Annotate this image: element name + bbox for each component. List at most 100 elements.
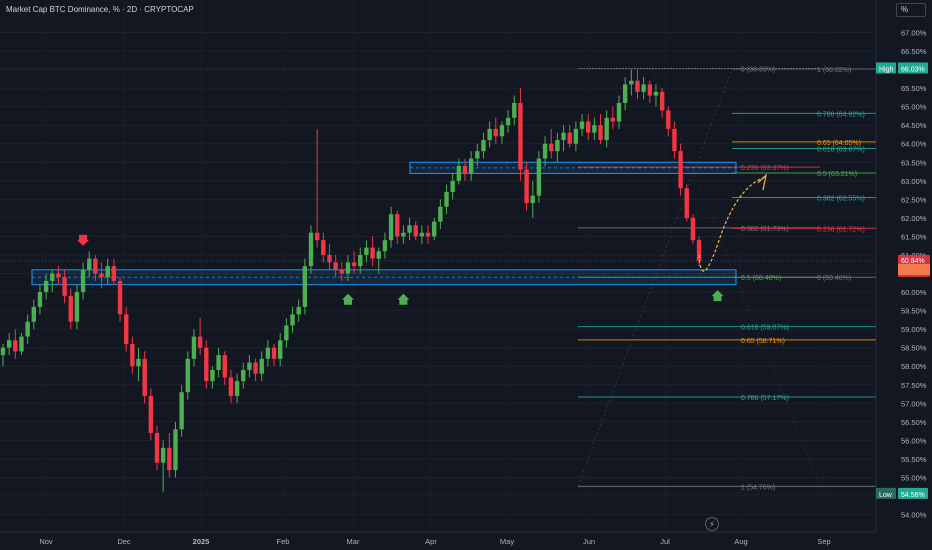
candle-body — [388, 214, 394, 241]
candle-body — [573, 128, 579, 144]
x-tick-label: Nov — [39, 537, 53, 546]
y-tick-label: 54.00% — [901, 511, 927, 520]
candle-body — [296, 306, 301, 315]
candle-body — [185, 358, 190, 393]
candle-body — [407, 225, 412, 233]
candle-body — [327, 254, 332, 263]
candle-body — [432, 221, 437, 237]
candles — [0, 69, 702, 493]
support-zone — [31, 269, 737, 286]
unit-toggle-button[interactable]: % — [896, 3, 926, 17]
candle-body — [308, 232, 314, 267]
candle-body — [536, 158, 542, 196]
down-arrow-marker — [77, 234, 90, 246]
candle-body — [462, 165, 468, 174]
candle-body — [50, 273, 55, 281]
candle-body — [475, 151, 480, 159]
candle-body — [105, 266, 110, 278]
candle-body — [610, 117, 616, 122]
candle-body — [659, 91, 665, 111]
y-tick-label: 60.00% — [901, 288, 927, 297]
candle-body — [672, 128, 677, 152]
candle-body — [253, 362, 258, 374]
candle-body — [622, 84, 628, 103]
grid — [0, 31, 876, 516]
fib-diagonal — [577, 68, 733, 487]
high-badge-label: High — [879, 66, 894, 73]
y-tick-label: 56.00% — [901, 436, 927, 445]
last-price-label: 60.84% — [901, 258, 925, 265]
candle-body — [142, 358, 147, 396]
candle-body — [450, 180, 455, 192]
candle-body — [271, 347, 277, 359]
low-badge — [876, 487, 896, 499]
candle-body — [68, 295, 73, 322]
candle-body — [598, 125, 603, 141]
y-tick-label: 66.50% — [901, 47, 927, 56]
candle-body — [666, 110, 671, 129]
fib-label: 0 (60.40%) — [817, 275, 851, 282]
candle-body — [382, 240, 388, 252]
candle-body — [586, 121, 591, 133]
candle-body — [351, 262, 357, 267]
candle-body — [284, 325, 289, 341]
candle-body — [222, 355, 227, 378]
candle-body — [647, 84, 652, 96]
candle-body — [524, 169, 529, 204]
candle-body — [56, 273, 61, 278]
y-tick-label: 58.50% — [901, 344, 927, 353]
candle-body — [6, 340, 12, 348]
y-tick-label: 59.00% — [901, 325, 927, 334]
candle-body — [468, 158, 474, 174]
x-tick-label: Jul — [660, 537, 670, 546]
candle-body — [653, 91, 659, 96]
lightning-icon[interactable]: ⚡ — [705, 517, 719, 531]
fib-label: 1 (54.76%) — [741, 484, 775, 491]
fib-label: 0.786 (64.82%) — [817, 111, 865, 118]
candle-body — [487, 128, 492, 141]
candle-body — [25, 321, 30, 337]
candle-body — [234, 381, 240, 396]
candle-body — [401, 232, 406, 237]
candle-body — [395, 214, 400, 237]
fib-label: 0.5 (60.40%) — [741, 275, 781, 282]
x-tick-label: Sep — [817, 537, 830, 546]
candle-body — [555, 140, 560, 152]
candle-body — [0, 347, 6, 356]
x-tick-label: Aug — [734, 537, 747, 546]
up-arrow-marker — [711, 290, 724, 302]
up-arrow-marker — [397, 293, 410, 305]
candle-body — [191, 336, 197, 359]
candle-body — [333, 262, 338, 270]
candle-body — [160, 447, 166, 463]
fib-label: 0.382 (61.73%) — [741, 226, 789, 233]
candle-body — [567, 132, 572, 144]
y-tick-label: 58.00% — [901, 362, 927, 371]
candle-body — [93, 258, 98, 274]
x-tick-label: Apr — [425, 537, 437, 546]
candle-body — [99, 273, 104, 278]
candle-body — [228, 377, 234, 396]
candle-body — [62, 277, 67, 296]
candle-body — [604, 117, 609, 141]
candle-body — [518, 102, 523, 170]
candle-body — [542, 143, 548, 159]
candle-body — [339, 269, 344, 274]
candle-body — [561, 132, 566, 141]
fib-label: 1 (66.02%) — [817, 67, 851, 74]
low-badge-label: Low — [879, 492, 893, 499]
candle-body — [444, 191, 449, 207]
candle-body — [530, 195, 535, 204]
low-value-badge — [898, 487, 928, 499]
fib-label: 0.65 (58.71%) — [741, 338, 785, 345]
up-arrow-marker — [341, 293, 354, 305]
candle-body — [278, 340, 283, 359]
y-tick-label: 61.50% — [901, 232, 927, 241]
x-tick-label: May — [500, 537, 514, 546]
fib-label: 0.236 (63.37%) — [741, 165, 789, 172]
candle-body — [641, 84, 646, 92]
candle-body — [173, 429, 178, 471]
y-tick-label: 65.50% — [901, 84, 927, 93]
fib-label: 0.618 (63.87%) — [817, 147, 865, 154]
